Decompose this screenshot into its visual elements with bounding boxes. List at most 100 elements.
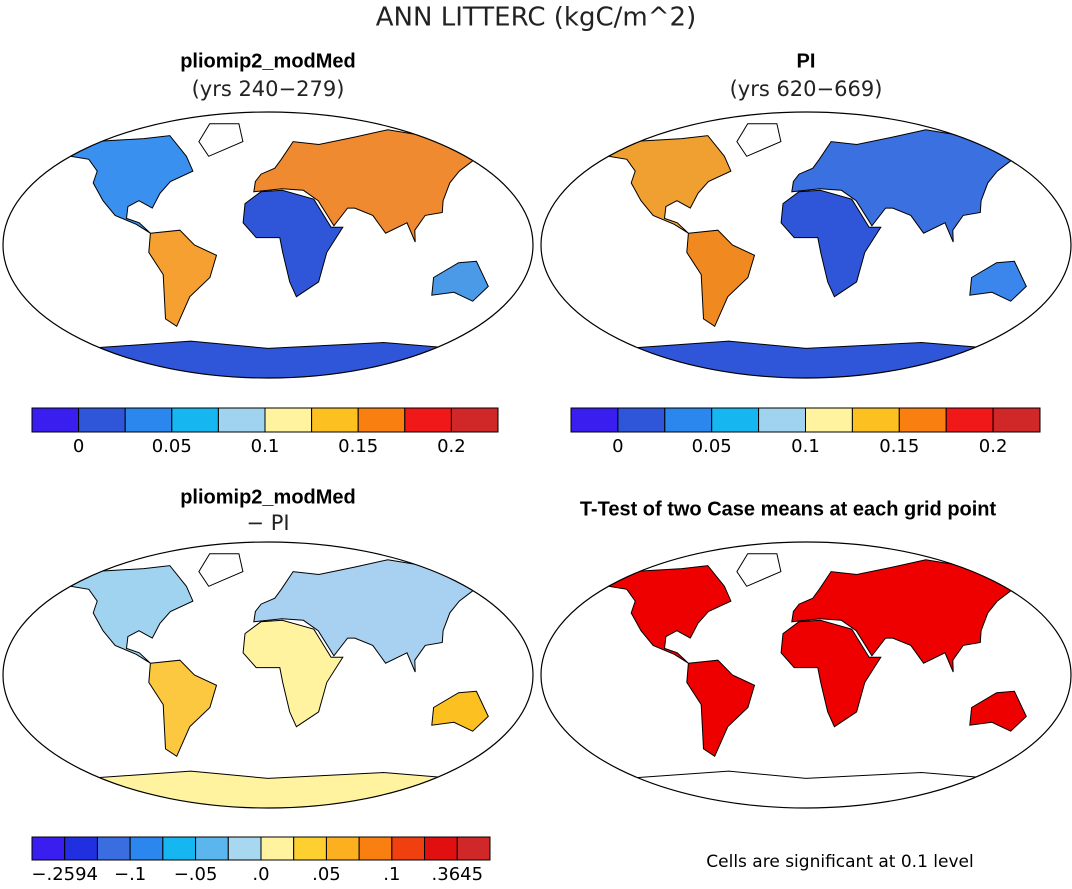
colorbar: 0 0.05 0.1 0.15 0.2 bbox=[31, 407, 499, 457]
colorbar-box bbox=[311, 407, 359, 433]
colorbar-label: 0.2 bbox=[437, 436, 466, 457]
land-eu bbox=[253, 559, 498, 673]
land-sa bbox=[686, 229, 756, 328]
colorbar-label: 0.1 bbox=[791, 436, 820, 457]
colorbar-box bbox=[124, 407, 173, 433]
map-border bbox=[540, 111, 1072, 379]
land-gl bbox=[736, 553, 782, 587]
land-na bbox=[588, 135, 732, 234]
land-af bbox=[780, 619, 882, 728]
colorbar-box bbox=[96, 836, 131, 861]
land-au bbox=[431, 690, 489, 732]
land-sa bbox=[148, 659, 218, 758]
land-gl bbox=[198, 553, 244, 587]
colorbar-box bbox=[711, 407, 760, 433]
colorbar-label: 0.05 bbox=[152, 436, 192, 457]
land-au bbox=[969, 690, 1027, 732]
colorbar-box bbox=[805, 407, 853, 433]
footnote: Cells are significant at 0.1 level bbox=[706, 852, 973, 872]
land-an bbox=[43, 770, 493, 808]
land-na bbox=[50, 565, 194, 664]
colorbar: −.2594 −.1 −.05 .0 .05 .1 .3645 bbox=[31, 836, 491, 885]
land-an bbox=[43, 340, 493, 378]
colorbar-label: 0.2 bbox=[979, 436, 1008, 457]
colorbar-box bbox=[293, 836, 327, 861]
map-panel bbox=[2, 111, 534, 379]
map-border bbox=[2, 111, 534, 379]
colorbar-box bbox=[64, 836, 98, 861]
colorbar-label: 0 bbox=[73, 436, 84, 457]
colorbar-box bbox=[898, 407, 947, 433]
colorbar-label: −.2594 bbox=[31, 864, 98, 885]
land-an bbox=[581, 340, 1031, 378]
land-sa bbox=[686, 659, 756, 758]
map-panel bbox=[540, 111, 1072, 379]
colorbar-label: −.05 bbox=[174, 864, 218, 885]
panel-title: T-Test of two Case means at each grid po… bbox=[580, 498, 997, 520]
panel-subtitle: − PI bbox=[246, 511, 289, 535]
colorbar-box bbox=[260, 836, 295, 861]
land-af bbox=[780, 189, 882, 298]
colorbar-label: 0.15 bbox=[338, 436, 378, 457]
panel-subtitle: (yrs 620−669) bbox=[730, 77, 883, 101]
colorbar-label: .1 bbox=[383, 864, 400, 885]
colorbar-label: .3645 bbox=[432, 864, 484, 885]
land-sa bbox=[148, 229, 218, 328]
colorbar-box bbox=[570, 407, 619, 433]
colorbar-box bbox=[404, 407, 452, 433]
colorbar-box bbox=[851, 407, 900, 433]
colorbar-box bbox=[162, 836, 197, 861]
land-af bbox=[242, 189, 344, 298]
land-eu bbox=[791, 129, 1036, 243]
colorbar-label: 0.15 bbox=[879, 436, 919, 457]
colorbar-box bbox=[450, 407, 499, 433]
map-panel bbox=[2, 541, 534, 809]
panel-subtitle: (yrs 240−279) bbox=[192, 77, 345, 101]
colorbar-label: 0.05 bbox=[692, 436, 732, 457]
land-gl bbox=[736, 123, 782, 157]
panel-title: PI bbox=[797, 50, 816, 72]
map-land bbox=[43, 553, 498, 808]
colorbar-box bbox=[264, 407, 313, 433]
map-land bbox=[581, 553, 1036, 808]
colorbar-box bbox=[424, 836, 458, 861]
colorbar-box bbox=[78, 407, 126, 433]
colorbar-label: 0 bbox=[612, 436, 623, 457]
land-na bbox=[588, 565, 732, 664]
colorbar-box bbox=[227, 836, 262, 861]
colorbar-box bbox=[456, 836, 491, 861]
land-au bbox=[431, 260, 489, 302]
land-eu bbox=[253, 129, 498, 243]
map-land bbox=[581, 123, 1036, 378]
colorbar-box bbox=[358, 836, 393, 861]
map-border bbox=[540, 541, 1072, 809]
colorbar-box bbox=[758, 407, 806, 433]
colorbar-box bbox=[171, 407, 219, 433]
panel-title: pliomip2_modMed bbox=[180, 486, 356, 508]
colorbar-box bbox=[31, 407, 80, 433]
colorbar-box bbox=[31, 836, 66, 861]
colorbar-box bbox=[325, 836, 360, 861]
colorbar-label: −.1 bbox=[114, 864, 146, 885]
colorbar-label: .05 bbox=[312, 864, 341, 885]
map-land bbox=[43, 123, 498, 378]
colorbar-box bbox=[357, 407, 406, 433]
map-border bbox=[2, 541, 534, 809]
colorbar-box bbox=[129, 836, 164, 861]
colorbar-box bbox=[945, 407, 994, 433]
colorbar-label: 0.1 bbox=[251, 436, 280, 457]
figure-title: ANN LITTERC (kgC/m^2) bbox=[376, 3, 696, 33]
land-af bbox=[242, 619, 344, 728]
colorbar-box bbox=[195, 836, 229, 861]
panel-title: pliomip2_modMed bbox=[180, 50, 356, 72]
colorbar: 0 0.05 0.1 0.15 0.2 bbox=[570, 407, 1041, 457]
colorbar-box bbox=[992, 407, 1041, 433]
land-an bbox=[581, 770, 1031, 808]
land-eu bbox=[791, 559, 1036, 673]
land-au bbox=[969, 260, 1027, 302]
colorbar-box bbox=[664, 407, 713, 433]
colorbar-box bbox=[391, 836, 426, 861]
land-gl bbox=[198, 123, 244, 157]
